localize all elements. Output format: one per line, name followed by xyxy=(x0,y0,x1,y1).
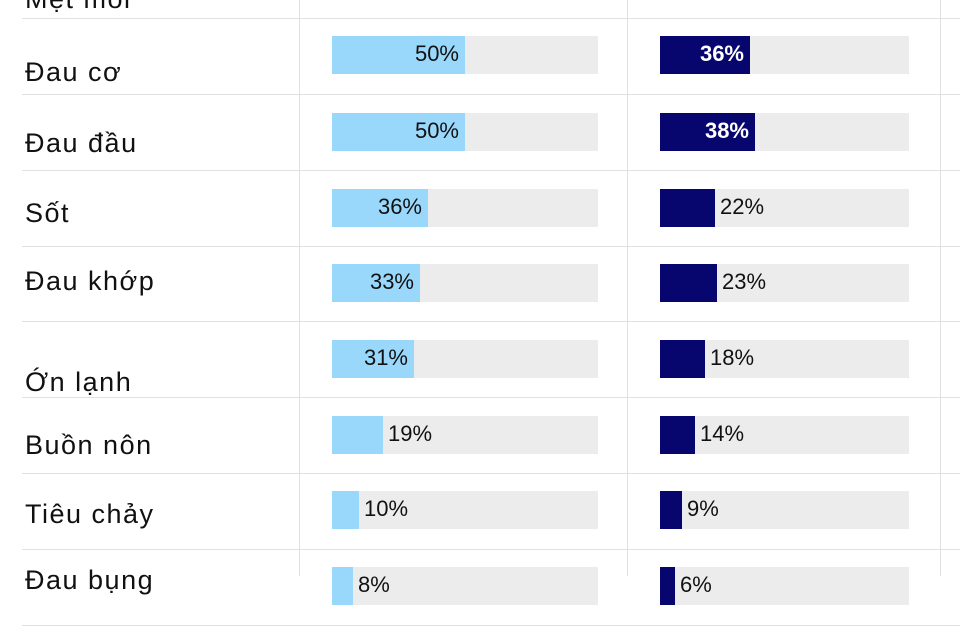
bar-track: 14% xyxy=(660,416,909,454)
value-label: 31% xyxy=(363,345,408,370)
category-label: Sốt xyxy=(25,198,71,228)
value-label: 50% xyxy=(414,41,459,66)
bar-track: 8% xyxy=(332,567,598,605)
value-label: 19% xyxy=(388,421,433,446)
bar xyxy=(660,491,682,529)
value-label: 8% xyxy=(358,572,390,597)
bar-track: 50% xyxy=(332,36,598,74)
category-label: Đau bụng xyxy=(25,565,155,595)
value-label: 38% xyxy=(704,118,749,143)
value-label: 33% xyxy=(369,269,414,294)
bar-track: 36% xyxy=(332,189,598,227)
bar-track: 9% xyxy=(660,491,909,529)
row-divider xyxy=(22,473,960,474)
value-label: 18% xyxy=(710,345,755,370)
value-label: 9% xyxy=(687,496,719,521)
bar xyxy=(660,36,750,74)
row-divider xyxy=(22,94,960,95)
row-divider xyxy=(22,18,960,19)
bar-track: 38% xyxy=(660,113,909,151)
bar xyxy=(332,189,428,227)
row-divider xyxy=(22,170,960,171)
category-label: Mệt mỏi xyxy=(25,0,132,14)
row-divider xyxy=(22,397,960,398)
value-label: 36% xyxy=(699,41,744,66)
row-divider xyxy=(22,321,960,322)
value-label: 22% xyxy=(720,194,765,219)
category-label: Đau khớp xyxy=(25,266,156,296)
bar xyxy=(332,264,420,302)
bar xyxy=(660,567,675,605)
value-label: 50% xyxy=(414,118,459,143)
bar-track: 33% xyxy=(332,264,598,302)
bar xyxy=(660,340,705,378)
bar xyxy=(660,416,695,454)
bar xyxy=(332,491,359,529)
bar xyxy=(332,416,383,454)
bar xyxy=(332,36,465,74)
symptom-bar-chart: Mệt mỏi Đau cơ 50% 36% Đau đầu 50% 38% Sốt 36% 22… xyxy=(22,0,960,626)
bar-track: 22% xyxy=(660,189,909,227)
bar-track: 36% xyxy=(660,36,909,74)
bar xyxy=(332,113,465,151)
value-label: 6% xyxy=(680,572,712,597)
bar-track: 31% xyxy=(332,340,598,378)
category-label: Tiêu chảy xyxy=(25,499,155,529)
row-divider xyxy=(22,246,960,247)
column-divider-1 xyxy=(299,0,300,576)
category-label: Ớn lạnh xyxy=(25,367,133,397)
value-label: 10% xyxy=(364,496,409,521)
bar xyxy=(332,340,414,378)
bar-track: 50% xyxy=(332,113,598,151)
value-label: 14% xyxy=(700,421,745,446)
category-label: Đau cơ xyxy=(25,57,123,87)
bar xyxy=(332,567,353,605)
bar xyxy=(660,113,755,151)
row-divider xyxy=(22,549,960,550)
bar xyxy=(660,189,715,227)
bar-track: 18% xyxy=(660,340,909,378)
category-label: Buồn nôn xyxy=(25,430,153,460)
bar-track: 23% xyxy=(660,264,909,302)
value-label: 36% xyxy=(377,194,422,219)
bar-track: 19% xyxy=(332,416,598,454)
bar xyxy=(660,264,717,302)
category-label: Đau đầu xyxy=(25,128,138,158)
value-label: 23% xyxy=(722,269,767,294)
bar-track: 10% xyxy=(332,491,598,529)
column-divider-3 xyxy=(940,0,941,576)
bar-track: 6% xyxy=(660,567,909,605)
column-divider-2 xyxy=(627,0,628,576)
